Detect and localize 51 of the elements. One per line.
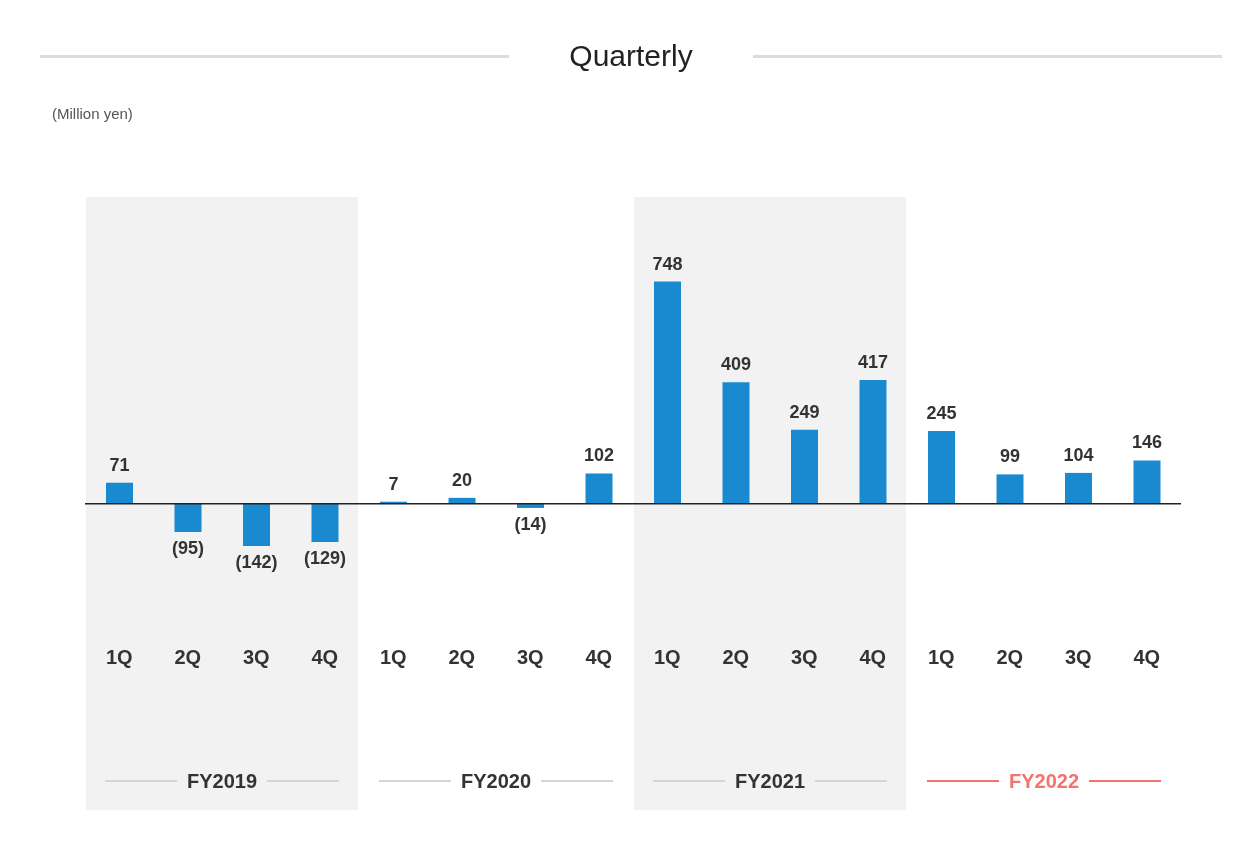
data-label: 146	[1131, 432, 1163, 453]
bar	[174, 503, 202, 533]
data-label: (142)	[235, 551, 278, 572]
data-label: 71	[109, 454, 130, 475]
data-label: 245	[926, 403, 957, 424]
data-label: (14)	[514, 513, 547, 534]
bar	[1133, 460, 1161, 504]
data-label: 409	[720, 354, 752, 375]
bar	[859, 379, 887, 504]
x-tick-label: 3Q	[1064, 646, 1092, 669]
bar	[1065, 472, 1092, 504]
data-label: 20	[451, 469, 473, 490]
bar	[654, 281, 681, 504]
data-label: (95)	[171, 538, 205, 559]
text: FY2019	[186, 769, 258, 793]
bar	[243, 503, 270, 546]
x-tick-label: 4Q	[311, 646, 339, 669]
x-tick-label: 2Q	[448, 646, 476, 669]
x-tick-label: 4Q	[585, 646, 613, 669]
bar	[722, 382, 750, 504]
x-tick-label: 1Q	[653, 646, 681, 669]
data-label: (129)	[303, 548, 347, 569]
data-label: 748	[652, 253, 683, 274]
x-tick-label: 4Q	[859, 646, 887, 669]
x-tick-label: 1Q	[105, 646, 133, 669]
x-tick-label: 2Q	[722, 646, 750, 669]
data-label: 104	[1063, 444, 1094, 465]
data-label: 7	[388, 473, 399, 494]
x-tick-label: 3Q	[242, 646, 270, 669]
data-label: 249	[789, 401, 820, 422]
bar	[996, 474, 1024, 504]
x-tick-label: 1Q	[379, 646, 407, 669]
x-tick-label: 2Q	[996, 646, 1024, 669]
x-tick-label: 2Q	[174, 646, 202, 669]
bar	[585, 473, 613, 504]
text: FY2022	[1008, 769, 1080, 793]
bar	[311, 503, 339, 543]
data-label: 99	[999, 446, 1021, 467]
chart-title: Quarterly	[569, 39, 693, 73]
text: FY2021	[734, 769, 806, 793]
data-label: 102	[583, 445, 615, 466]
x-tick-label: 4Q	[1133, 646, 1161, 669]
data-label: 417	[857, 351, 889, 372]
bar	[106, 482, 133, 504]
x-tick-label: 3Q	[516, 646, 544, 669]
text: (Million yen)	[52, 105, 133, 122]
text: FY2020	[460, 769, 532, 793]
bar	[928, 431, 955, 504]
x-tick-label: 3Q	[790, 646, 818, 669]
bar	[791, 429, 818, 504]
x-tick-label: 1Q	[927, 646, 955, 669]
